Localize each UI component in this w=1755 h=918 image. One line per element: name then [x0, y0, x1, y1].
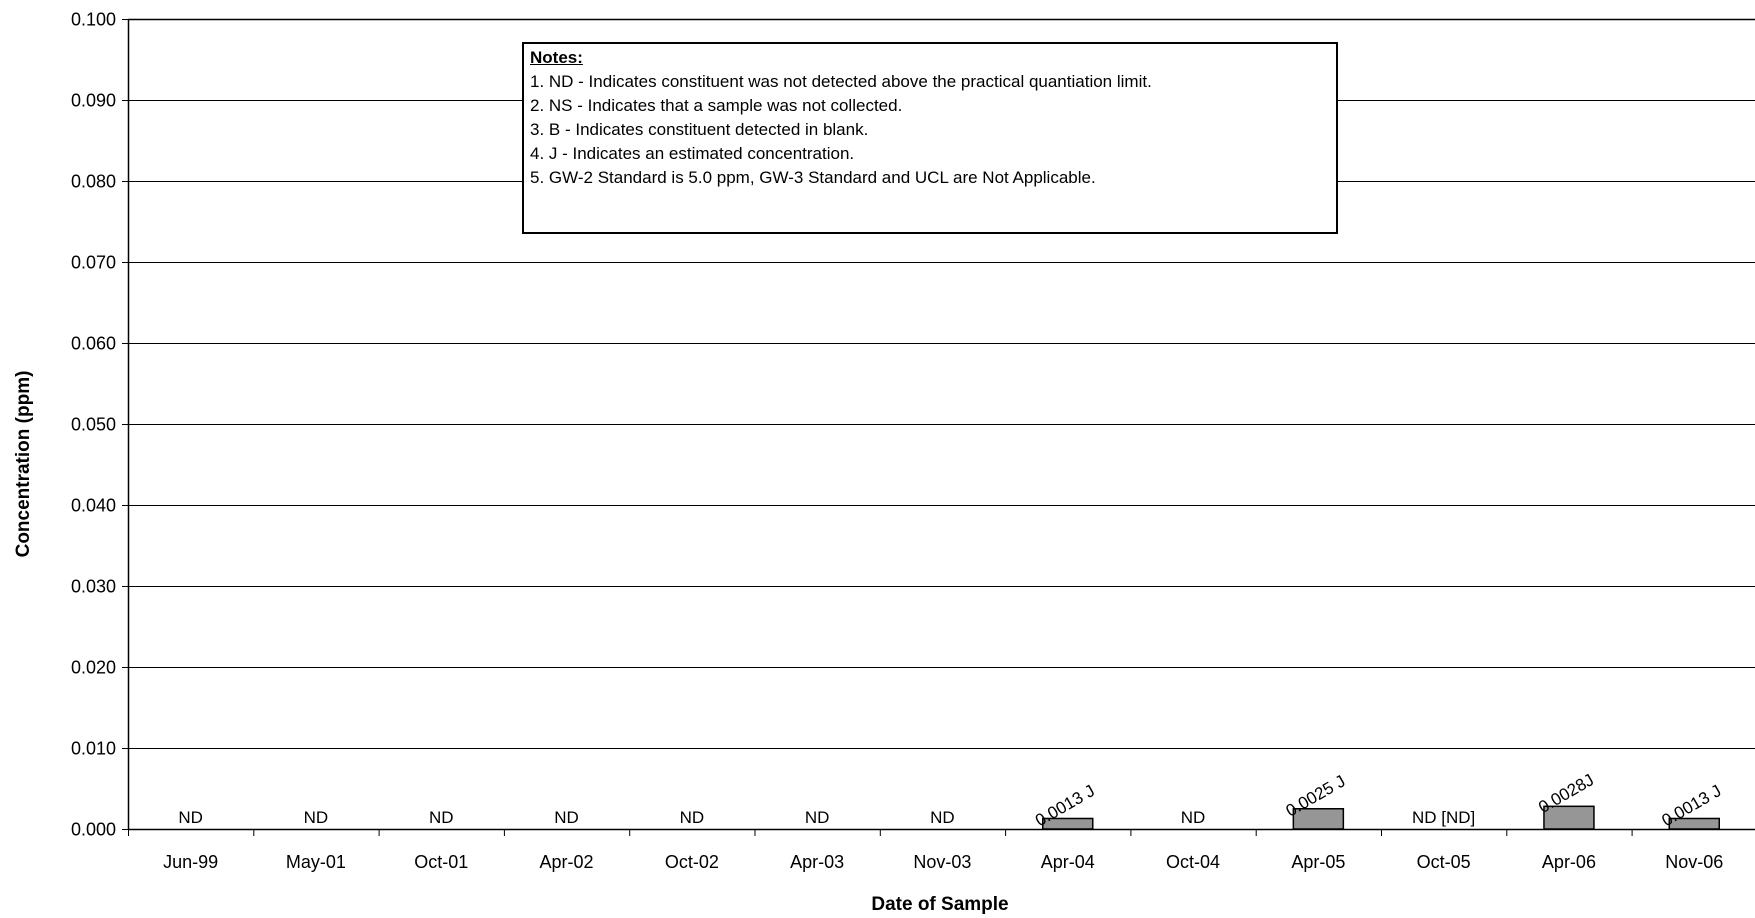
y-tick-label: 0.080 — [71, 172, 116, 192]
y-tick-labels: 0.000 0.010 0.020 0.030 0.040 0.050 0.060 0.070… — [71, 10, 116, 840]
data-label: ND — [304, 808, 329, 827]
bars — [1042, 805, 1720, 830]
axes — [122, 18, 1755, 836]
y-tick-label: 0.090 — [71, 91, 116, 111]
x-tick-label: Oct-05 — [1417, 852, 1471, 872]
x-tick-label: Nov-06 — [1665, 852, 1723, 872]
x-tick-label: Nov-03 — [913, 852, 971, 872]
notes-box: Notes: 1. ND - Indicates constituent was… — [522, 42, 1338, 234]
y-axis-title: Concentration (ppm) — [13, 371, 34, 558]
x-axis-title: Date of Sample — [871, 894, 1008, 915]
data-label: ND — [805, 808, 830, 827]
x-tick-labels: Jun-99 May-01 Oct-01 Apr-02 Oct-02 Apr-03 Nov-… — [163, 852, 1723, 872]
y-tick-label: 0.040 — [71, 496, 116, 516]
notes-title: Notes: — [530, 48, 583, 67]
y-tick-label: 0.050 — [71, 415, 116, 435]
x-tick-label: Oct-01 — [414, 852, 468, 872]
y-tick-label: 0.100 — [71, 10, 116, 30]
x-tick-label: Apr-02 — [540, 852, 594, 872]
data-label: ND — [680, 808, 705, 827]
y-tick-label: 0.030 — [71, 577, 116, 597]
data-label: ND [ND] — [1412, 808, 1475, 827]
x-tick-label: Jun-99 — [163, 852, 218, 872]
x-tick-label: Apr-04 — [1041, 852, 1095, 872]
y-tick-label: 0.020 — [71, 658, 116, 678]
y-tick-label: 0.010 — [71, 739, 116, 759]
data-label: ND — [1181, 808, 1206, 827]
data-label: ND — [178, 808, 203, 827]
note-line: 2. NS - Indicates that a sample was not … — [530, 96, 903, 115]
data-labels: ND ND ND ND ND ND ND 0.0013 J ND 0.0025 J ND [ND]0… — [178, 770, 1724, 830]
x-tick-label: Oct-04 — [1166, 852, 1220, 872]
note-line: 4. J - Indicates an estimated concentrat… — [530, 144, 855, 163]
x-tick-label: Apr-05 — [1291, 852, 1345, 872]
x-tick-label: Apr-06 — [1542, 852, 1596, 872]
data-label: ND — [429, 808, 454, 827]
data-label: ND — [930, 808, 955, 827]
x-tick-label: Apr-03 — [790, 852, 844, 872]
note-line: 1. ND - Indicates constituent was not de… — [530, 72, 1152, 91]
x-tick-label: Oct-02 — [665, 852, 719, 872]
note-line: 3. B - Indicates constituent detected in… — [530, 120, 869, 139]
y-tick-label: 0.000 — [71, 820, 116, 840]
y-tick-label: 0.060 — [71, 334, 116, 354]
y-tick-label: 0.070 — [71, 253, 116, 273]
note-line: 5. GW-2 Standard is 5.0 ppm, GW-3 Standa… — [530, 168, 1096, 187]
x-tick-label: May-01 — [286, 852, 346, 872]
data-label: ND — [554, 808, 579, 827]
